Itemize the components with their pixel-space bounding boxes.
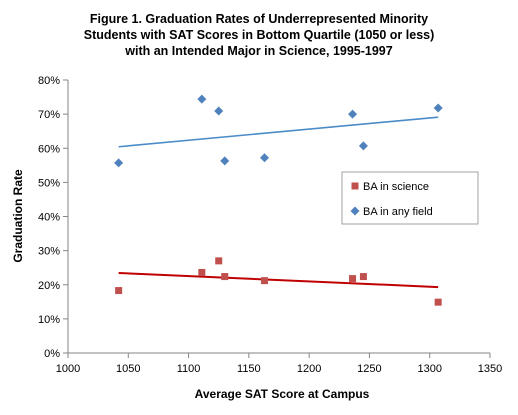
data-point-science [221, 273, 229, 281]
legend-symbol [351, 182, 359, 190]
y-tick-label: 80% [38, 75, 60, 87]
data-point-any-field [358, 141, 368, 151]
data-point-any-field [260, 153, 270, 163]
chart-title-line-3: with an Intended Major in Science, 1995-… [124, 44, 392, 58]
legend: BA in science BA in any field [341, 171, 479, 225]
chart-title-line-2: Students with SAT Scores in Bottom Quart… [84, 28, 435, 42]
data-point-any-field [114, 158, 124, 168]
x-tick-label: 1150 [237, 363, 261, 375]
data-point-any-field [197, 94, 207, 104]
data-point-any-field [220, 156, 230, 166]
y-tick-label: 20% [38, 280, 60, 292]
x-tick-label: 1250 [357, 363, 381, 375]
y-tick-label: 30% [38, 246, 60, 258]
data-point-science [359, 273, 367, 281]
data-point-science [261, 277, 269, 285]
chart-title-line-1: Figure 1. Graduation Rates of Underrepre… [90, 12, 428, 26]
x-tick-label: 1050 [116, 363, 140, 375]
data-point-science [434, 298, 442, 306]
legend-marker-any-field [350, 206, 360, 216]
x-tick-label: 1300 [417, 363, 441, 375]
data-point-any-field [214, 106, 224, 116]
legend-label-science: BA in science [363, 181, 429, 193]
y-tick-label: 0% [44, 348, 60, 360]
y-tick-label: 10% [38, 314, 60, 326]
x-tick-label: 1000 [56, 363, 80, 375]
x-tick-label: 1200 [297, 363, 321, 375]
legend-marker-science [351, 182, 359, 190]
y-tick-label: 70% [38, 109, 60, 121]
trendline-science [118, 272, 439, 289]
data-point-science [115, 287, 123, 295]
y-tick-label: 50% [38, 177, 60, 189]
x-tick-label: 1100 [177, 363, 201, 375]
x-axis-title: Average SAT Score at Campus [195, 387, 370, 401]
data-point-science [349, 275, 357, 283]
y-tick-label: 60% [38, 143, 60, 155]
y-axis-title: Graduation Rate [11, 169, 25, 263]
data-point-any-field [348, 109, 358, 119]
data-point-science [215, 257, 223, 265]
data-point-science [198, 268, 206, 276]
plot-area: 0% 10% 20% 30% 40% 50% 60% 70% 80% 1000 1050 1100 11… [38, 75, 502, 375]
data-point-any-field [433, 103, 443, 113]
x-tick-label: 1350 [478, 363, 502, 375]
legend-label-any-field: BA in any field [363, 206, 433, 218]
trendline-any-field [118, 116, 439, 148]
y-tick-label: 40% [38, 212, 60, 224]
legend-symbol [350, 206, 360, 216]
legend-box [341, 171, 479, 225]
